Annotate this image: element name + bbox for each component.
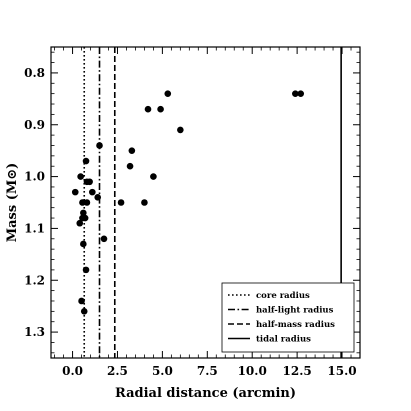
data-point bbox=[128, 147, 136, 154]
data-point bbox=[82, 266, 90, 274]
data-point bbox=[82, 157, 90, 165]
x-tick-label: 15.0 bbox=[327, 364, 356, 378]
data-point bbox=[297, 90, 305, 97]
data-point bbox=[78, 297, 85, 305]
data-point bbox=[89, 188, 96, 196]
y-tick-label: 0.9 bbox=[24, 118, 45, 132]
data-point bbox=[100, 235, 108, 243]
x-axis-label: Radial distance (arcmin) bbox=[115, 386, 296, 401]
data-point bbox=[80, 240, 87, 248]
legend-label: core radius bbox=[256, 291, 310, 301]
y-tick-label: 1.0 bbox=[24, 170, 45, 184]
data-point bbox=[86, 178, 93, 186]
data-point bbox=[164, 90, 172, 97]
legend-label: tidal radius bbox=[256, 335, 311, 345]
tick-labels: 0.0 2.5 5.0 7.5 10.0 12.5 15.0 0.8 0.9 1.0 1.1 1.2 1… bbox=[24, 66, 357, 378]
y-tick-label: 0.8 bbox=[24, 66, 45, 80]
data-point bbox=[80, 308, 88, 315]
x-tick-label: 10.0 bbox=[238, 364, 267, 378]
y-tick-label: 1.2 bbox=[24, 273, 45, 287]
x-tick-label: 7.5 bbox=[197, 364, 218, 378]
x-tick-label: 2.5 bbox=[107, 364, 128, 378]
x-tick-label: 12.5 bbox=[283, 364, 312, 378]
data-point bbox=[117, 199, 125, 206]
data-point bbox=[150, 173, 157, 180]
data-point bbox=[81, 214, 89, 222]
data-point bbox=[177, 126, 184, 134]
legend-label: half-mass radius bbox=[256, 320, 335, 330]
data-point bbox=[71, 188, 79, 196]
y-tick-label: 1.1 bbox=[24, 221, 45, 235]
data-point bbox=[77, 173, 84, 180]
y-axis-label: Mass (M⊙) bbox=[5, 163, 20, 243]
data-point bbox=[292, 90, 299, 97]
data-point bbox=[76, 219, 84, 227]
data-point bbox=[80, 209, 87, 217]
data-point bbox=[157, 105, 164, 113]
plot-frame bbox=[50, 46, 361, 359]
data-points bbox=[71, 90, 305, 315]
x-tick-label: 0.0 bbox=[62, 364, 83, 378]
data-point bbox=[144, 105, 152, 113]
y-tick-label: 1.3 bbox=[24, 325, 45, 339]
x-tick-label: 5.0 bbox=[152, 364, 173, 378]
data-point bbox=[141, 199, 148, 206]
data-point bbox=[126, 162, 134, 170]
data-point bbox=[94, 194, 102, 201]
legend-label: half-light radius bbox=[256, 306, 334, 316]
data-point bbox=[96, 142, 103, 149]
data-point bbox=[83, 199, 91, 206]
legend: core radius half-light radius half-mass ra… bbox=[221, 282, 355, 353]
